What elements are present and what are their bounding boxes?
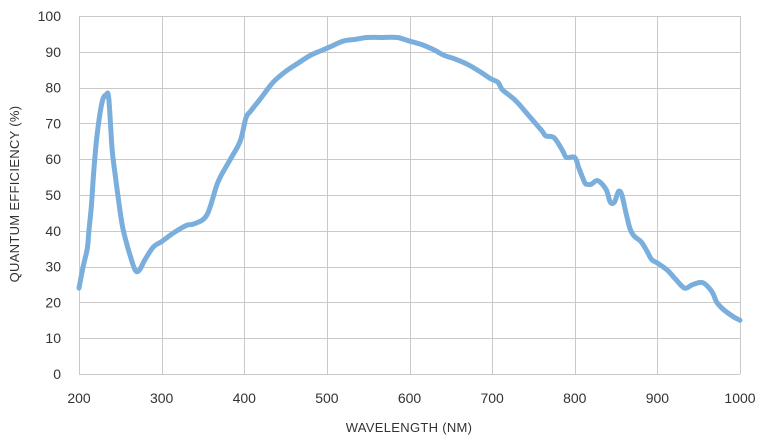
horizontal-grid-lines xyxy=(79,16,740,375)
y-tick-label: 30 xyxy=(45,259,61,275)
x-axis-tick-labels: 200 300 400 500 600 700 800 900 1000 xyxy=(67,390,755,406)
y-tick-label: 20 xyxy=(45,294,61,310)
y-axis-tick-labels: 0 10 20 30 40 50 60 70 80 90 100 xyxy=(38,8,62,382)
x-tick-label: 900 xyxy=(646,390,670,406)
x-tick-label: 300 xyxy=(150,390,174,406)
y-tick-label: 70 xyxy=(45,115,61,131)
x-tick-label: 600 xyxy=(398,390,422,406)
y-tick-label: 10 xyxy=(45,330,61,346)
x-tick-label: 700 xyxy=(480,390,504,406)
y-tick-label: 0 xyxy=(53,366,61,382)
x-tick-label: 1000 xyxy=(724,390,755,406)
y-tick-label: 80 xyxy=(45,80,61,96)
y-axis-title: QUANTUM EFFICIENCY (%) xyxy=(7,106,22,283)
x-axis-title: WAVELENGTH (NM) xyxy=(346,420,473,435)
x-tick-label: 200 xyxy=(67,390,91,406)
x-tick-label: 800 xyxy=(563,390,587,406)
y-tick-label: 100 xyxy=(38,8,62,24)
y-tick-label: 60 xyxy=(45,151,61,167)
y-tick-label: 90 xyxy=(45,44,61,60)
x-tick-label: 500 xyxy=(315,390,339,406)
y-tick-label: 40 xyxy=(45,223,61,239)
y-tick-label: 50 xyxy=(45,187,61,203)
x-tick-label: 400 xyxy=(233,390,257,406)
quantum-efficiency-curve xyxy=(76,34,743,323)
